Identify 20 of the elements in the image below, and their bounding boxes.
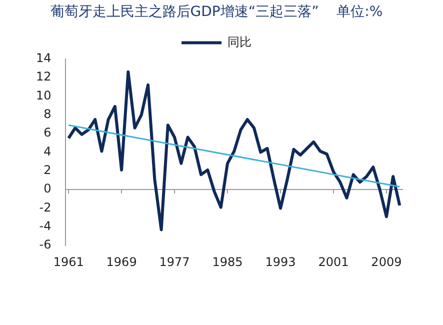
y-tick-label: 14 [36,50,52,65]
x-tick-label: 2001 [318,254,349,269]
y-tick-label: 4 [44,144,52,158]
x-tick-label: 1993 [265,254,296,269]
x-tick-label: 1977 [159,254,190,269]
y-tick-label: -6 [39,238,52,252]
x-tick-label: 1969 [106,254,137,269]
x-tick-label: 1985 [212,254,243,269]
y-tick-label: 0 [44,182,52,196]
y-tick-label: -4 [39,219,52,234]
y-tick-label: 12 [36,70,52,84]
chart-title: 葡萄牙走上民主之路后GDP增速“三起三落” 单位:% [50,4,383,20]
y-tick-label: 6 [44,126,52,140]
x-tick-label: 1961 [53,254,84,269]
y-tick-label: 8 [44,106,52,121]
y-tick-label: 2 [44,163,52,178]
x-tick-label: 2009 [371,254,402,269]
legend-label: 同比 [228,34,252,49]
y-tick-label: -2 [39,200,52,214]
y-tick-label: 10 [36,88,52,102]
